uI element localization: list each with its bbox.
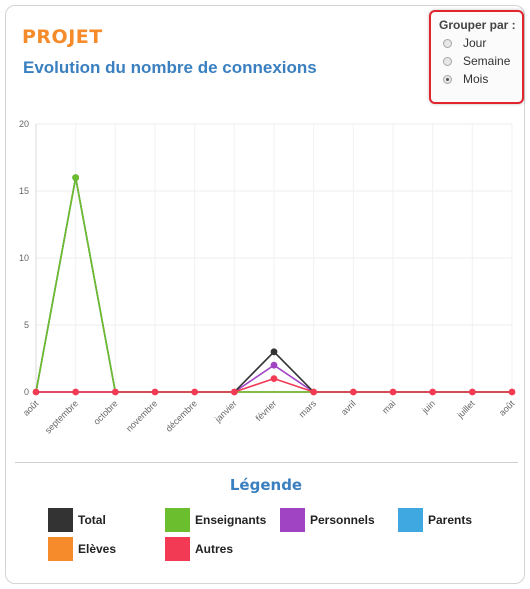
x-tick-label: octobre [91, 398, 119, 426]
group-by-option-mois[interactable]: Mois [439, 70, 522, 88]
brand-logo: PROJET [22, 26, 103, 48]
group-by-option-semaine[interactable]: Semaine [439, 52, 522, 70]
x-tick-label: janvier [212, 398, 239, 425]
legend-item-personnels: Personnels [280, 508, 375, 532]
stats-card: PROJET Evolution du nombre de connexions… [5, 5, 525, 584]
legend-item-enseignants: Enseignants [165, 508, 266, 532]
series-point-personnels [270, 361, 278, 369]
series-point-autres [389, 388, 397, 396]
legend-swatch-autres [165, 537, 190, 561]
series-point-autres [230, 388, 238, 396]
x-tick-label: septembre [43, 398, 80, 435]
legend-label-autres: Autres [195, 542, 234, 556]
series-point-autres [151, 388, 159, 396]
y-tick-label: 10 [19, 253, 29, 263]
series-point-autres [468, 388, 476, 396]
radio-label-jour: Jour [463, 36, 487, 50]
x-tick-label: août [497, 398, 517, 418]
legend-item-total: Total [48, 508, 106, 532]
y-tick-label: 5 [24, 320, 29, 330]
page-title: Evolution du nombre de connexions [23, 58, 317, 77]
series-point-autres [191, 388, 199, 396]
x-tick-label: mars [297, 398, 319, 420]
series-point-enseignants [72, 174, 80, 182]
series-point-autres [349, 388, 357, 396]
legend-label-enseignants: Enseignants [195, 513, 267, 527]
radio-label-mois: Mois [463, 72, 489, 86]
legend-label-parents: Parents [428, 513, 473, 527]
legend-swatch-enseignants [165, 508, 190, 532]
legend-item-eleves: Elèves [48, 537, 116, 561]
x-tick-label: décembre [164, 398, 199, 433]
y-tick-label: 20 [19, 119, 29, 129]
x-tick-label: novembre [124, 398, 159, 433]
legend-item-autres: Autres [165, 537, 233, 561]
group-by-panel: Grouper par : Jour Semaine Mois [429, 10, 524, 104]
series-point-autres [32, 388, 40, 396]
series-point-autres [270, 375, 278, 382]
x-tick-label: février [254, 398, 279, 423]
y-tick-label: 0 [24, 387, 29, 397]
legend-label-total: Total [78, 513, 106, 527]
legend-label-eleves: Elèves [78, 542, 117, 556]
legend-swatch-personnels [280, 508, 305, 532]
x-tick-label: août [21, 398, 41, 418]
legend-label-personnels: Personnels [310, 513, 375, 527]
series-point-total [270, 348, 278, 356]
legend-item-parents: Parents [398, 508, 472, 532]
radio-mois[interactable] [443, 74, 452, 84]
legend-swatch-total [48, 508, 73, 532]
y-tick-label: 15 [19, 186, 29, 196]
group-by-option-jour[interactable]: Jour [439, 34, 522, 52]
series-point-autres [508, 388, 516, 396]
x-tick-label: juin [419, 398, 437, 416]
legend-divider [15, 462, 518, 463]
series-point-autres [72, 388, 80, 396]
radio-label-semaine: Semaine [463, 54, 511, 68]
legend-swatch-eleves [48, 537, 73, 561]
legend-title: Légende [229, 476, 303, 494]
x-tick-label: juillet [454, 398, 477, 421]
radio-jour[interactable] [443, 38, 452, 48]
radio-semaine[interactable] [443, 56, 452, 66]
group-by-title: Grouper par : [439, 18, 516, 32]
series-point-autres [111, 388, 119, 396]
legend-swatch-parents [398, 508, 423, 532]
x-tick-label: mai [380, 398, 397, 415]
series-point-autres [429, 388, 437, 396]
series-point-autres [310, 388, 318, 396]
x-tick-label: avril [339, 398, 358, 417]
